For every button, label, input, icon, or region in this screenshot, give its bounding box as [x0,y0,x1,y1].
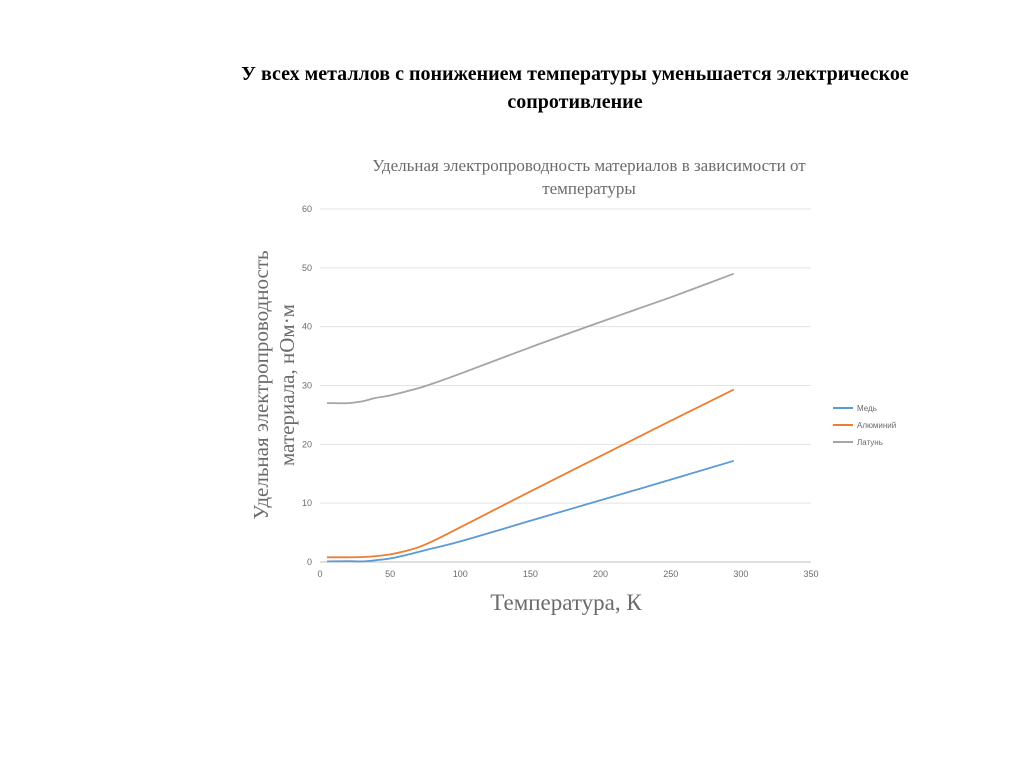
slide-heading-line-1: У всех металлов с понижением температуры… [241,63,909,85]
x-tick-label: 0 [317,569,322,579]
y-tick-label: 0 [307,557,312,567]
x-tick-label: 50 [385,569,395,579]
y-tick-label: 50 [302,263,312,273]
legend: Медь Алюминий Латунь [833,404,896,447]
x-tick-label: 250 [663,569,678,579]
slide-heading-line-2: сопротивление [507,91,643,113]
grid [320,208,811,563]
x-tick-label: 150 [523,569,538,579]
y-ticks: 0 10 20 30 40 50 60 [302,204,312,567]
series-line-2 [326,388,735,559]
x-axis-title: Температура, К [490,590,642,615]
legend-label: Медь [857,404,877,413]
x-ticks: 0 50 100 150 200 250 300 350 [317,569,818,579]
x-tick-label: 300 [733,569,748,579]
x-tick-label: 100 [453,569,468,579]
chart-title-line-2: температуры [542,179,636,198]
y-tick-label: 10 [302,498,312,508]
legend-label: Алюминий [857,421,896,430]
y-axis-title-line-1: Удельная электропроводность [249,250,273,519]
series-lines [326,272,735,563]
y-tick-label: 60 [302,204,312,214]
y-axis-title-line-2: материала, нОм·м [275,304,299,466]
y-tick-label: 40 [302,322,312,332]
x-tick-label: 200 [593,569,608,579]
x-tick-label: 350 [803,569,818,579]
series-line-3 [326,272,735,405]
y-tick-label: 20 [302,439,312,449]
chart-title-line-1: Удельная электропроводность материалов в… [372,156,806,175]
slide-heading: У всех металлов с понижением температуры… [120,60,1024,116]
y-tick-label: 30 [302,381,312,391]
series-line-1 [326,459,735,563]
legend-label: Латунь [857,438,883,447]
